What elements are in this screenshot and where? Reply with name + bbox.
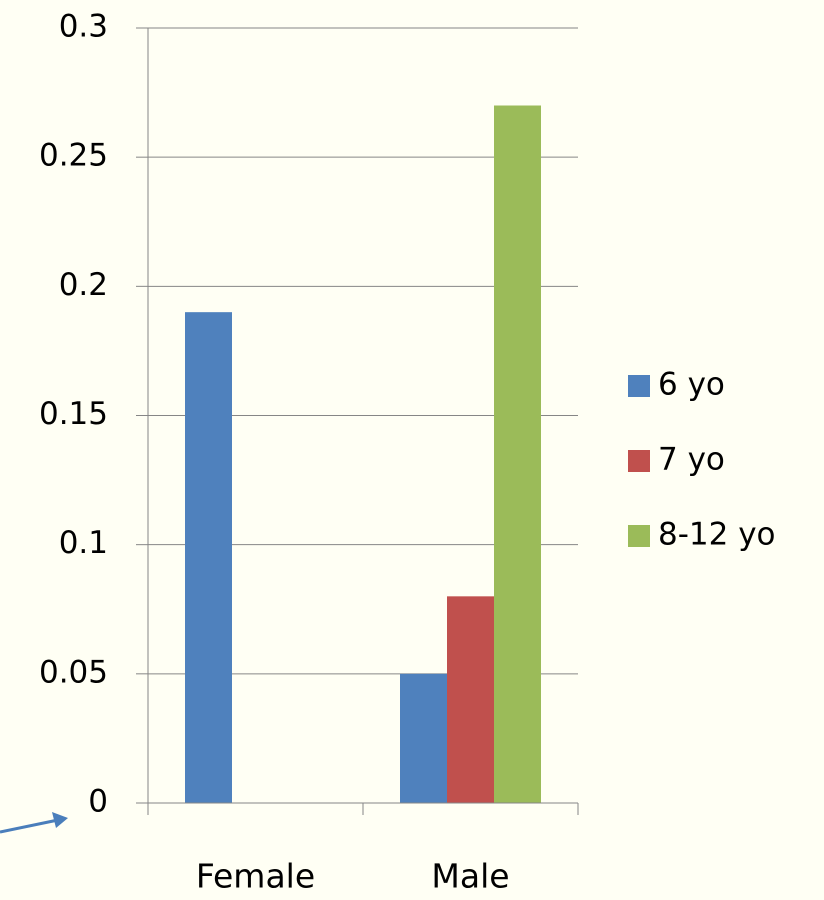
y-tick-label: 0 — [88, 784, 108, 820]
legend-swatch — [628, 525, 650, 547]
bar — [400, 673, 447, 803]
arrow-head — [52, 812, 68, 828]
y-tick-label: 0.15 — [39, 396, 108, 432]
legend-swatch — [628, 375, 650, 397]
bar — [447, 596, 494, 803]
y-tick-label: 0.25 — [39, 138, 108, 174]
y-tick-label: 0.1 — [59, 525, 108, 561]
legend-swatch — [628, 450, 650, 472]
arrow-line — [0, 818, 59, 834]
bar — [494, 105, 541, 803]
x-tick-label: Male — [431, 857, 509, 896]
arrow-decoration — [0, 812, 68, 834]
legend-label: 8-12 yo — [658, 517, 776, 553]
bar — [185, 312, 232, 803]
legend-label: 7 yo — [658, 442, 725, 478]
legend-label: 6 yo — [658, 367, 725, 403]
y-tick-label: 0.3 — [59, 9, 108, 45]
y-tick-label: 0.05 — [39, 654, 108, 690]
x-tick-label: Female — [196, 857, 315, 896]
y-tick-label: 0.2 — [59, 267, 108, 303]
